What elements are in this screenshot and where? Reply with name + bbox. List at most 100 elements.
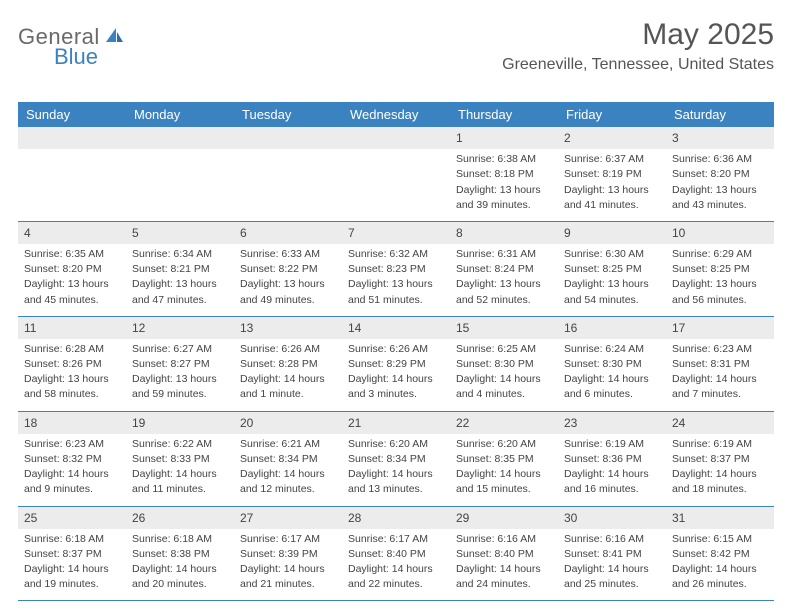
sunrise-text: Sunrise: 6:19 AM [564, 437, 660, 451]
sunset-text: Sunset: 8:32 PM [24, 452, 120, 466]
weekday-header: Friday [558, 102, 666, 127]
sunset-text: Sunset: 8:34 PM [240, 452, 336, 466]
day-number: 16 [558, 317, 666, 339]
sunset-text: Sunset: 8:37 PM [672, 452, 768, 466]
daylight-text-2: and 16 minutes. [564, 482, 660, 496]
sunrise-text: Sunrise: 6:18 AM [24, 532, 120, 546]
calendar-day: 21Sunrise: 6:20 AMSunset: 8:34 PMDayligh… [342, 411, 450, 506]
calendar-row: 18Sunrise: 6:23 AMSunset: 8:32 PMDayligh… [18, 411, 774, 506]
calendar-day: 1Sunrise: 6:38 AMSunset: 8:18 PMDaylight… [450, 127, 558, 221]
day-number: 24 [666, 412, 774, 434]
sunset-text: Sunset: 8:25 PM [564, 262, 660, 276]
daylight-text-2: and 13 minutes. [348, 482, 444, 496]
sunset-text: Sunset: 8:34 PM [348, 452, 444, 466]
sunset-text: Sunset: 8:38 PM [132, 547, 228, 561]
calendar-row: 4Sunrise: 6:35 AMSunset: 8:20 PMDaylight… [18, 221, 774, 316]
calendar-day-empty [126, 127, 234, 221]
sunset-text: Sunset: 8:35 PM [456, 452, 552, 466]
calendar-day: 6Sunrise: 6:33 AMSunset: 8:22 PMDaylight… [234, 221, 342, 316]
daylight-text-1: Daylight: 14 hours [456, 562, 552, 576]
daylight-text-1: Daylight: 14 hours [456, 467, 552, 481]
sunrise-text: Sunrise: 6:15 AM [672, 532, 768, 546]
daylight-text-2: and 18 minutes. [672, 482, 768, 496]
sunrise-text: Sunrise: 6:27 AM [132, 342, 228, 356]
day-details: Sunrise: 6:37 AMSunset: 8:19 PMDaylight:… [558, 149, 666, 221]
day-details: Sunrise: 6:21 AMSunset: 8:34 PMDaylight:… [234, 434, 342, 506]
day-number: 23 [558, 412, 666, 434]
weekday-row: SundayMondayTuesdayWednesdayThursdayFrid… [18, 102, 774, 127]
day-number: 7 [342, 222, 450, 244]
sunset-text: Sunset: 8:20 PM [672, 167, 768, 181]
daylight-text-1: Daylight: 13 hours [24, 372, 120, 386]
sunrise-text: Sunrise: 6:16 AM [564, 532, 660, 546]
calendar-day: 7Sunrise: 6:32 AMSunset: 8:23 PMDaylight… [342, 221, 450, 316]
sunrise-text: Sunrise: 6:29 AM [672, 247, 768, 261]
calendar-day-empty [342, 127, 450, 221]
calendar-day-empty [18, 127, 126, 221]
calendar-row: 11Sunrise: 6:28 AMSunset: 8:26 PMDayligh… [18, 316, 774, 411]
daylight-text-1: Daylight: 14 hours [348, 372, 444, 386]
sunset-text: Sunset: 8:23 PM [348, 262, 444, 276]
day-details: Sunrise: 6:22 AMSunset: 8:33 PMDaylight:… [126, 434, 234, 506]
sunset-text: Sunset: 8:36 PM [564, 452, 660, 466]
calendar-day: 12Sunrise: 6:27 AMSunset: 8:27 PMDayligh… [126, 316, 234, 411]
sunrise-text: Sunrise: 6:37 AM [564, 152, 660, 166]
calendar-day: 13Sunrise: 6:26 AMSunset: 8:28 PMDayligh… [234, 316, 342, 411]
day-number: 31 [666, 507, 774, 529]
day-details: Sunrise: 6:20 AMSunset: 8:34 PMDaylight:… [342, 434, 450, 506]
day-number: 11 [18, 317, 126, 339]
daylight-text-2: and 51 minutes. [348, 293, 444, 307]
daylight-text-2: and 4 minutes. [456, 387, 552, 401]
sunset-text: Sunset: 8:27 PM [132, 357, 228, 371]
daylight-text-1: Daylight: 14 hours [564, 372, 660, 386]
day-number: 18 [18, 412, 126, 434]
day-details: Sunrise: 6:15 AMSunset: 8:42 PMDaylight:… [666, 529, 774, 601]
day-details: Sunrise: 6:18 AMSunset: 8:37 PMDaylight:… [18, 529, 126, 601]
daylight-text-2: and 1 minute. [240, 387, 336, 401]
calendar-row: 25Sunrise: 6:18 AMSunset: 8:37 PMDayligh… [18, 506, 774, 601]
daylight-text-1: Daylight: 13 hours [240, 277, 336, 291]
day-number: 22 [450, 412, 558, 434]
day-details: Sunrise: 6:23 AMSunset: 8:32 PMDaylight:… [18, 434, 126, 506]
calendar-day: 29Sunrise: 6:16 AMSunset: 8:40 PMDayligh… [450, 506, 558, 601]
daylight-text-2: and 47 minutes. [132, 293, 228, 307]
daylight-text-1: Daylight: 14 hours [240, 562, 336, 576]
calendar-day: 5Sunrise: 6:34 AMSunset: 8:21 PMDaylight… [126, 221, 234, 316]
day-details: Sunrise: 6:38 AMSunset: 8:18 PMDaylight:… [450, 149, 558, 221]
day-details: Sunrise: 6:17 AMSunset: 8:39 PMDaylight:… [234, 529, 342, 601]
sunset-text: Sunset: 8:26 PM [24, 357, 120, 371]
daylight-text-1: Daylight: 13 hours [564, 277, 660, 291]
daylight-text-1: Daylight: 14 hours [348, 562, 444, 576]
day-number: 28 [342, 507, 450, 529]
daylight-text-1: Daylight: 14 hours [24, 467, 120, 481]
sunset-text: Sunset: 8:39 PM [240, 547, 336, 561]
sunrise-text: Sunrise: 6:17 AM [240, 532, 336, 546]
weekday-header: Wednesday [342, 102, 450, 127]
day-details: Sunrise: 6:19 AMSunset: 8:37 PMDaylight:… [666, 434, 774, 506]
calendar-day: 31Sunrise: 6:15 AMSunset: 8:42 PMDayligh… [666, 506, 774, 601]
day-details: Sunrise: 6:19 AMSunset: 8:36 PMDaylight:… [558, 434, 666, 506]
calendar-day: 30Sunrise: 6:16 AMSunset: 8:41 PMDayligh… [558, 506, 666, 601]
calendar-day: 3Sunrise: 6:36 AMSunset: 8:20 PMDaylight… [666, 127, 774, 221]
day-number: 12 [126, 317, 234, 339]
day-details: Sunrise: 6:35 AMSunset: 8:20 PMDaylight:… [18, 244, 126, 316]
day-details: Sunrise: 6:24 AMSunset: 8:30 PMDaylight:… [558, 339, 666, 411]
day-number: 25 [18, 507, 126, 529]
weekday-header: Sunday [18, 102, 126, 127]
daylight-text-1: Daylight: 13 hours [672, 277, 768, 291]
daylight-text-2: and 12 minutes. [240, 482, 336, 496]
sunset-text: Sunset: 8:18 PM [456, 167, 552, 181]
sunset-text: Sunset: 8:25 PM [672, 262, 768, 276]
sunrise-text: Sunrise: 6:32 AM [348, 247, 444, 261]
day-number: 8 [450, 222, 558, 244]
calendar-row: 1Sunrise: 6:38 AMSunset: 8:18 PMDaylight… [18, 127, 774, 221]
day-details: Sunrise: 6:23 AMSunset: 8:31 PMDaylight:… [666, 339, 774, 411]
calendar-day: 8Sunrise: 6:31 AMSunset: 8:24 PMDaylight… [450, 221, 558, 316]
daylight-text-2: and 56 minutes. [672, 293, 768, 307]
daylight-text-2: and 11 minutes. [132, 482, 228, 496]
daylight-text-1: Daylight: 13 hours [24, 277, 120, 291]
day-details: Sunrise: 6:33 AMSunset: 8:22 PMDaylight:… [234, 244, 342, 316]
brand-text-blue: Blue [54, 44, 98, 69]
day-details: Sunrise: 6:26 AMSunset: 8:28 PMDaylight:… [234, 339, 342, 411]
month-title: May 2025 [502, 18, 774, 52]
